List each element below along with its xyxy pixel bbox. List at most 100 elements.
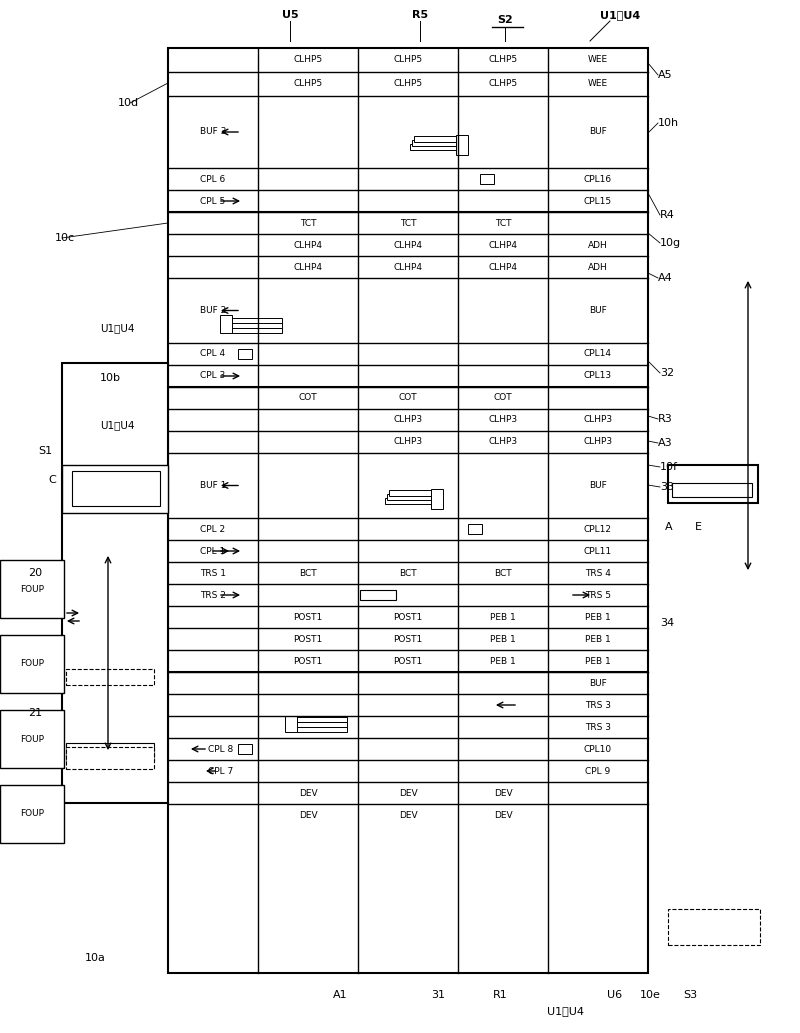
Text: CLHP5: CLHP5 (294, 56, 322, 64)
Bar (230, 318, 282, 323)
Text: DEV: DEV (298, 788, 318, 797)
Bar (66, 747, 154, 769)
Bar (62, 363, 168, 803)
Text: CPL 9: CPL 9 (586, 766, 610, 776)
Text: CLHP3: CLHP3 (394, 415, 422, 425)
Text: CLHP3: CLHP3 (583, 438, 613, 446)
Text: CLHP5: CLHP5 (489, 56, 518, 64)
Text: COT: COT (494, 394, 512, 403)
Text: BCT: BCT (299, 568, 317, 577)
Text: FOUP: FOUP (20, 734, 44, 744)
Text: 10h: 10h (658, 118, 679, 128)
Text: 34: 34 (660, 618, 674, 628)
Text: CLHP5: CLHP5 (294, 80, 322, 89)
Text: PEB 1: PEB 1 (585, 613, 611, 622)
Text: 10g: 10g (660, 238, 681, 248)
Text: DEV: DEV (298, 811, 318, 819)
Text: BUF: BUF (589, 679, 607, 688)
Text: CLHP4: CLHP4 (489, 262, 518, 272)
Text: BUF 3: BUF 3 (200, 127, 226, 136)
Text: CLHP5: CLHP5 (489, 80, 518, 89)
Text: POST1: POST1 (294, 613, 322, 622)
Text: POST1: POST1 (394, 613, 422, 622)
Text: CPL13: CPL13 (584, 372, 612, 380)
Bar (431, 489, 443, 509)
Text: PEB 1: PEB 1 (490, 613, 516, 622)
Bar (230, 328, 282, 333)
Text: ADH: ADH (588, 241, 608, 250)
Text: CPL10: CPL10 (584, 745, 612, 753)
Text: R1: R1 (493, 990, 507, 1000)
Text: CLHP3: CLHP3 (394, 438, 422, 446)
Text: BCT: BCT (494, 568, 512, 577)
Text: E: E (695, 522, 702, 532)
Text: DEV: DEV (398, 788, 418, 797)
Text: COT: COT (398, 394, 418, 403)
Text: 10b: 10b (100, 373, 121, 383)
Text: A4: A4 (658, 273, 673, 283)
Text: BUF 1: BUF 1 (200, 481, 226, 490)
Text: 10e: 10e (639, 990, 661, 1000)
Bar (385, 498, 437, 504)
Bar (668, 909, 760, 945)
Text: 32: 32 (660, 368, 674, 378)
Text: ADH: ADH (588, 262, 608, 272)
Bar (238, 744, 252, 754)
Text: WEE: WEE (588, 80, 608, 89)
Text: FOUP: FOUP (20, 659, 44, 668)
Text: R5: R5 (412, 10, 428, 20)
Text: POST1: POST1 (394, 634, 422, 644)
Bar (230, 323, 282, 328)
Text: COT: COT (298, 394, 318, 403)
Text: A: A (665, 522, 673, 532)
Text: 10c: 10c (55, 233, 75, 243)
Text: CLHP3: CLHP3 (583, 415, 613, 425)
Text: POST1: POST1 (294, 634, 322, 644)
Text: 33: 33 (660, 482, 674, 492)
Text: TCT: TCT (400, 219, 416, 227)
Bar (0, 710, 64, 768)
Bar (389, 490, 441, 496)
Text: 10a: 10a (85, 953, 106, 963)
Text: CLHP5: CLHP5 (394, 56, 422, 64)
Text: CLHP4: CLHP4 (489, 241, 518, 250)
Text: TCT: TCT (494, 219, 511, 227)
Text: C: C (48, 475, 56, 486)
Text: S1: S1 (38, 446, 52, 456)
Text: CLHP3: CLHP3 (489, 415, 518, 425)
Bar (410, 144, 462, 150)
Text: CPL 3: CPL 3 (200, 372, 226, 380)
Text: CPL 2: CPL 2 (201, 525, 226, 533)
Text: S3: S3 (683, 990, 697, 1000)
Text: TRS 3: TRS 3 (585, 700, 611, 710)
Bar (220, 315, 232, 333)
Bar (168, 48, 648, 973)
Text: TRS 1: TRS 1 (200, 568, 226, 577)
Bar (480, 174, 494, 184)
Text: TRS 4: TRS 4 (585, 568, 611, 577)
Text: CLHP4: CLHP4 (394, 262, 422, 272)
Text: CPL14: CPL14 (584, 349, 612, 358)
Text: U1～U4: U1～U4 (100, 420, 134, 430)
Text: CPL 5: CPL 5 (200, 196, 226, 206)
Bar (0, 785, 64, 843)
Text: U1～U4: U1～U4 (546, 1006, 583, 1016)
Text: A1: A1 (333, 990, 347, 1000)
Text: FOUP: FOUP (20, 810, 44, 818)
Bar (672, 483, 752, 497)
Bar (66, 669, 154, 685)
Text: CPL 4: CPL 4 (201, 349, 226, 358)
Text: 31: 31 (431, 990, 445, 1000)
Text: CPL 7: CPL 7 (208, 766, 234, 776)
Text: BUF: BUF (589, 481, 607, 490)
Text: CPL 1: CPL 1 (200, 546, 226, 556)
Text: POST1: POST1 (294, 657, 322, 665)
Text: WEE: WEE (588, 56, 608, 64)
Bar (295, 717, 347, 722)
Text: CPL15: CPL15 (584, 196, 612, 206)
Bar (456, 135, 468, 155)
Bar (412, 140, 464, 146)
Text: CPL 8: CPL 8 (208, 745, 234, 753)
Text: DEV: DEV (494, 811, 512, 819)
Bar (66, 743, 154, 761)
